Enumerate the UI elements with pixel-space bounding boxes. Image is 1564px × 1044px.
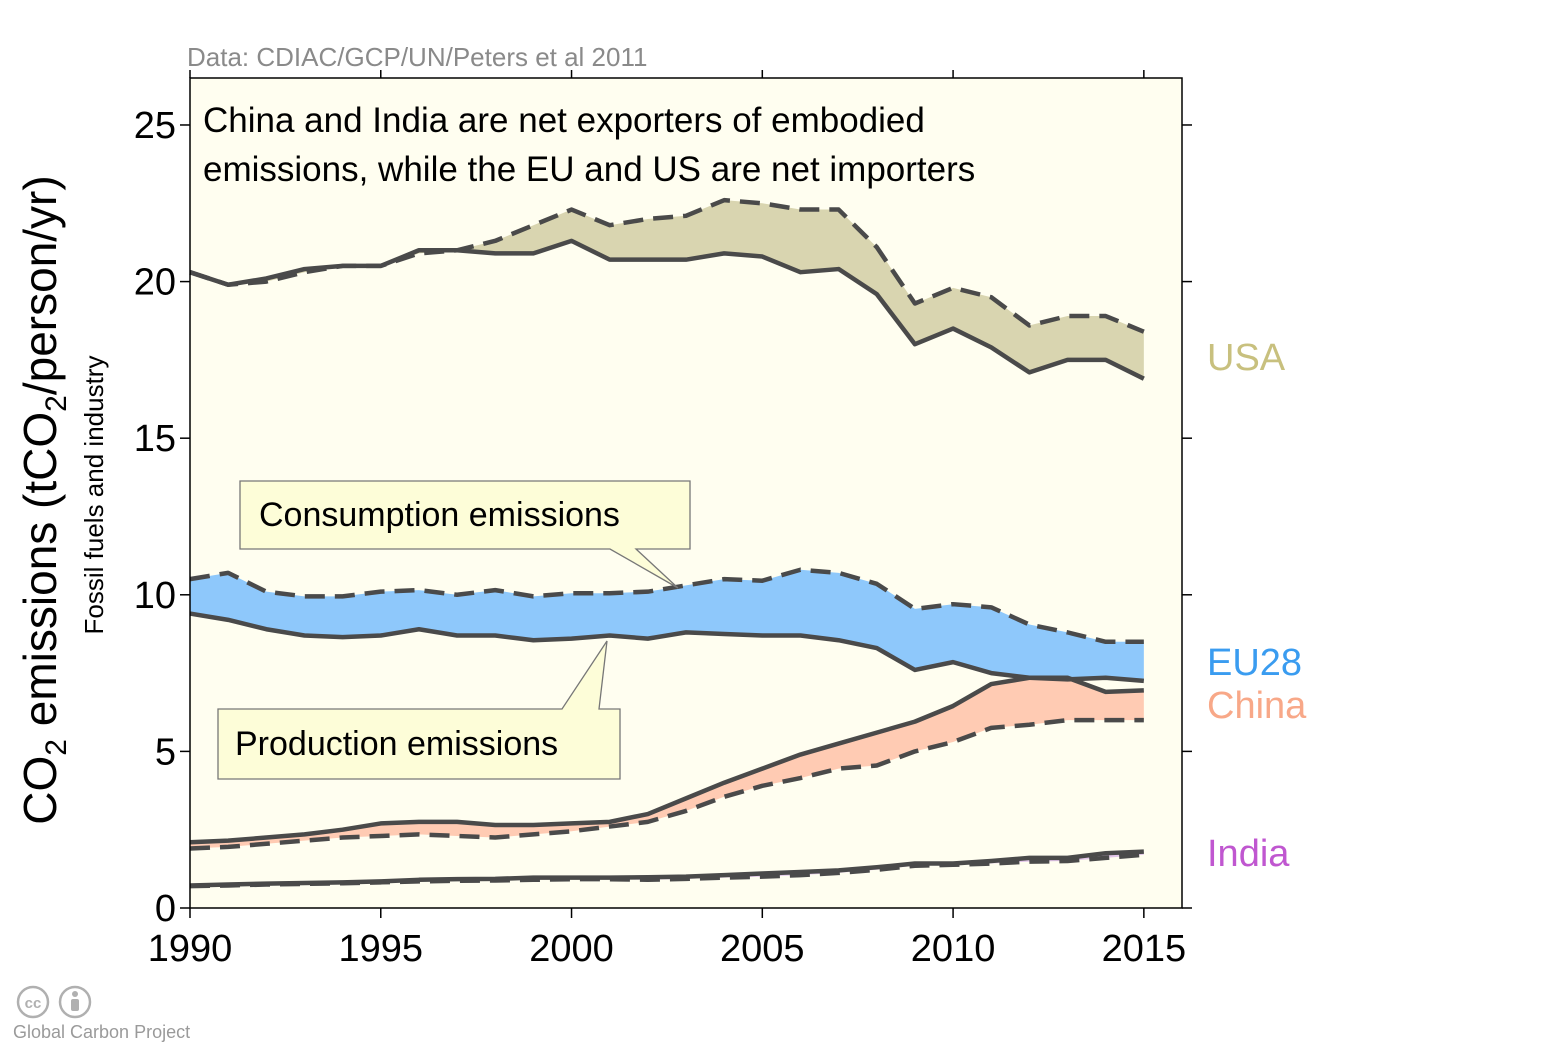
line-eu28-production: [189, 611, 1145, 684]
label-india: India: [1207, 833, 1290, 875]
y-axis-sublabel: Fossil fuels and industry: [79, 356, 109, 635]
x-tick-label: 2000: [529, 928, 614, 970]
line-eu28-consumption: [189, 567, 1144, 645]
credit-text: Global Carbon Project: [13, 1022, 190, 1042]
svg-text:cc: cc: [25, 995, 42, 1012]
x-tick-label: 2010: [911, 928, 996, 970]
x-tick-label: 1995: [338, 928, 423, 970]
consumption-callout-text: Consumption emissions: [259, 496, 620, 534]
label-eu28: EU28: [1207, 642, 1302, 684]
y-tick-label: 15: [134, 418, 176, 460]
emission-lines: [189, 197, 1145, 889]
source-note: Data: CDIAC/GCP/UN/Peters et al 2011: [187, 42, 647, 72]
annotation-line-2: emissions, while the EU and US are net i…: [203, 150, 975, 189]
x-tick-label: 2015: [1102, 928, 1187, 970]
axes: 1990 1995 2000 2005 2010 2015 0 5 10 15 20 25: [134, 70, 1192, 970]
y-axis-label: CO2 emissions (tCO2/person/yr): [14, 175, 73, 824]
creative-commons-icon: cc: [16, 985, 50, 1019]
attribution-icon: [58, 985, 92, 1019]
plot-frame: [189, 77, 1183, 909]
production-callout: Production emissions: [217, 640, 621, 780]
y-tick-label: 20: [134, 262, 176, 304]
y-tick-label: 25: [134, 105, 176, 147]
x-tick-label: 2005: [720, 928, 805, 970]
y-tick-label: 10: [134, 575, 176, 617]
line-india-production: [189, 849, 1144, 888]
line-usa-production: [189, 238, 1145, 381]
consumption-callout: Consumption emissions: [239, 480, 691, 589]
y-tick-label: 0: [155, 888, 176, 930]
label-usa: USA: [1207, 337, 1286, 379]
label-china: China: [1207, 685, 1307, 727]
line-china-consumption: [189, 717, 1144, 851]
y-tick-label: 5: [155, 731, 176, 773]
band-usa: [190, 200, 1144, 379]
band-eu28: [190, 569, 1144, 681]
x-tick-label: 1990: [148, 928, 233, 970]
line-china-production: [189, 675, 1144, 845]
band-china: [190, 677, 1144, 849]
production-callout-text: Production emissions: [235, 725, 558, 763]
annotation-line-1: China and India are net exporters of emb…: [203, 101, 925, 140]
